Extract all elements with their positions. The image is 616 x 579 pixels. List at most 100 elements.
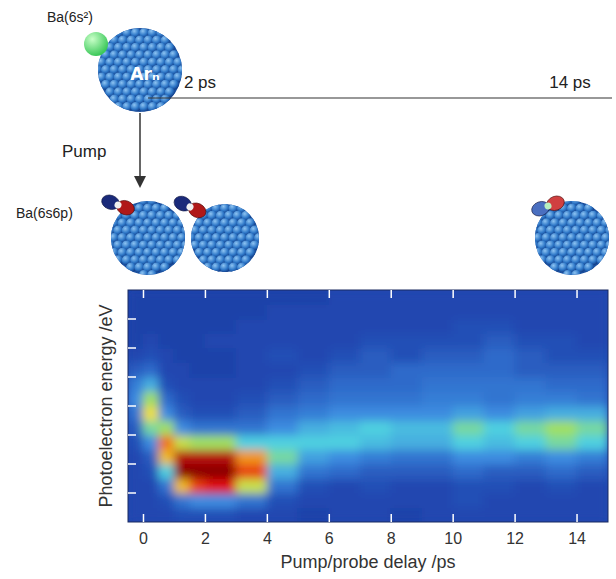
heatmap-cell (174, 449, 190, 465)
heatmap-cell (484, 362, 516, 378)
heatmap-cell (128, 377, 144, 393)
heatmap-cell (174, 464, 190, 480)
orbital-node (185, 202, 194, 211)
heatmap-cell (128, 464, 144, 480)
heatmap-cell (189, 420, 205, 436)
heatmap-cell (205, 333, 237, 349)
heatmap-cell (158, 377, 174, 393)
x-axis-title: Pump/probe delay /ps (280, 552, 455, 572)
heatmap-cell (267, 464, 299, 480)
time-label: 14 ps (549, 73, 591, 92)
heatmap-cell (143, 377, 159, 393)
heatmap-cell (453, 319, 485, 335)
heatmap-cell (189, 406, 205, 422)
heatmap-cell (360, 348, 392, 364)
heatmap-cell (174, 406, 190, 422)
x-tick-label: 12 (506, 530, 524, 547)
heatmap-cell (360, 449, 392, 465)
heatmap-cell (158, 391, 174, 407)
heatmap-cell (205, 377, 237, 393)
heatmap-cell (546, 464, 578, 480)
heatmap-cell (236, 391, 268, 407)
x-tick (452, 290, 454, 298)
heatmap-cell (515, 333, 547, 349)
heatmap-cell (391, 449, 423, 465)
heatmap-cell (422, 435, 454, 451)
heatmap-cell (298, 507, 330, 522)
heatmap-cell (205, 493, 237, 509)
heatmap-cell (189, 290, 205, 305)
heatmap-cell (546, 319, 578, 335)
heatmap-cell (515, 464, 547, 480)
heatmap-cell (236, 478, 268, 494)
heatmap-cell (267, 348, 299, 364)
argon-atom (597, 255, 607, 265)
heatmap-cell (329, 406, 361, 422)
heatmap-cell (391, 290, 423, 305)
heatmap-cell (298, 406, 330, 422)
heatmap-cell (484, 319, 516, 335)
heatmap-cell (422, 507, 454, 522)
p-orbital (530, 194, 567, 219)
x-tick-label: 4 (263, 530, 272, 547)
heatmap-cell (453, 493, 485, 509)
heatmap-cell (453, 449, 485, 465)
heatmap-cell (422, 377, 454, 393)
heatmap-cell (267, 391, 299, 407)
heatmap-cell (391, 435, 423, 451)
heatmap-cell (577, 319, 608, 335)
plot-area (128, 290, 608, 522)
heatmap-cell (298, 362, 330, 378)
x-tick-label: 14 (568, 530, 586, 547)
heatmap-cell (577, 464, 608, 480)
x-tick-label: 6 (325, 530, 334, 547)
heatmap-cell (298, 333, 330, 349)
heatmap-cell (236, 493, 268, 509)
y-tick (128, 492, 136, 494)
atom-label: Ba(6s²) (47, 9, 93, 25)
heatmap-cell (143, 507, 159, 522)
heatmap-cell (128, 333, 144, 349)
heatmap-cell (298, 377, 330, 393)
heatmap-cell (298, 420, 330, 436)
heatmap-cell (546, 449, 578, 465)
heatmap-cell (128, 435, 144, 451)
heatmap-cell (515, 319, 547, 335)
heatmap-cell (174, 319, 190, 335)
heatmap-cell (329, 507, 361, 522)
heatmap-cell (236, 362, 268, 378)
heatmap-cell (484, 493, 516, 509)
pump-arrowhead (134, 176, 146, 188)
heatmap-cell (484, 377, 516, 393)
y-tick (128, 405, 136, 407)
heatmap-cell (360, 435, 392, 451)
plot-frame (128, 290, 608, 522)
heatmap-cell (158, 290, 174, 305)
ba-atom (84, 32, 108, 56)
heatmap-cell (422, 464, 454, 480)
heatmap-cell (329, 493, 361, 509)
heatmap-cell (128, 507, 144, 522)
heatmap-cell (391, 420, 423, 436)
heatmap-cell (236, 435, 268, 451)
heatmap-cell (515, 377, 547, 393)
timeline (148, 97, 612, 98)
heatmap-cell (422, 290, 454, 305)
argon-atom (156, 102, 166, 112)
heatmap-cell (360, 333, 392, 349)
heatmap-cell (515, 362, 547, 378)
heatmap-cell (298, 319, 330, 335)
heatmap-cell (143, 319, 159, 335)
heatmap-cell (391, 507, 423, 522)
heatmap-cell (546, 493, 578, 509)
heatmap-cell (515, 290, 547, 305)
heatmap-cell (158, 319, 174, 335)
heatmap-cell (205, 507, 237, 522)
heatmap-cell (515, 391, 547, 407)
heatmap-cell (128, 319, 144, 335)
heatmap-cell (422, 333, 454, 349)
x-tick (205, 514, 207, 522)
heatmap-cell (577, 377, 608, 393)
argon-atom (160, 263, 170, 273)
heatmap-cell (484, 464, 516, 480)
